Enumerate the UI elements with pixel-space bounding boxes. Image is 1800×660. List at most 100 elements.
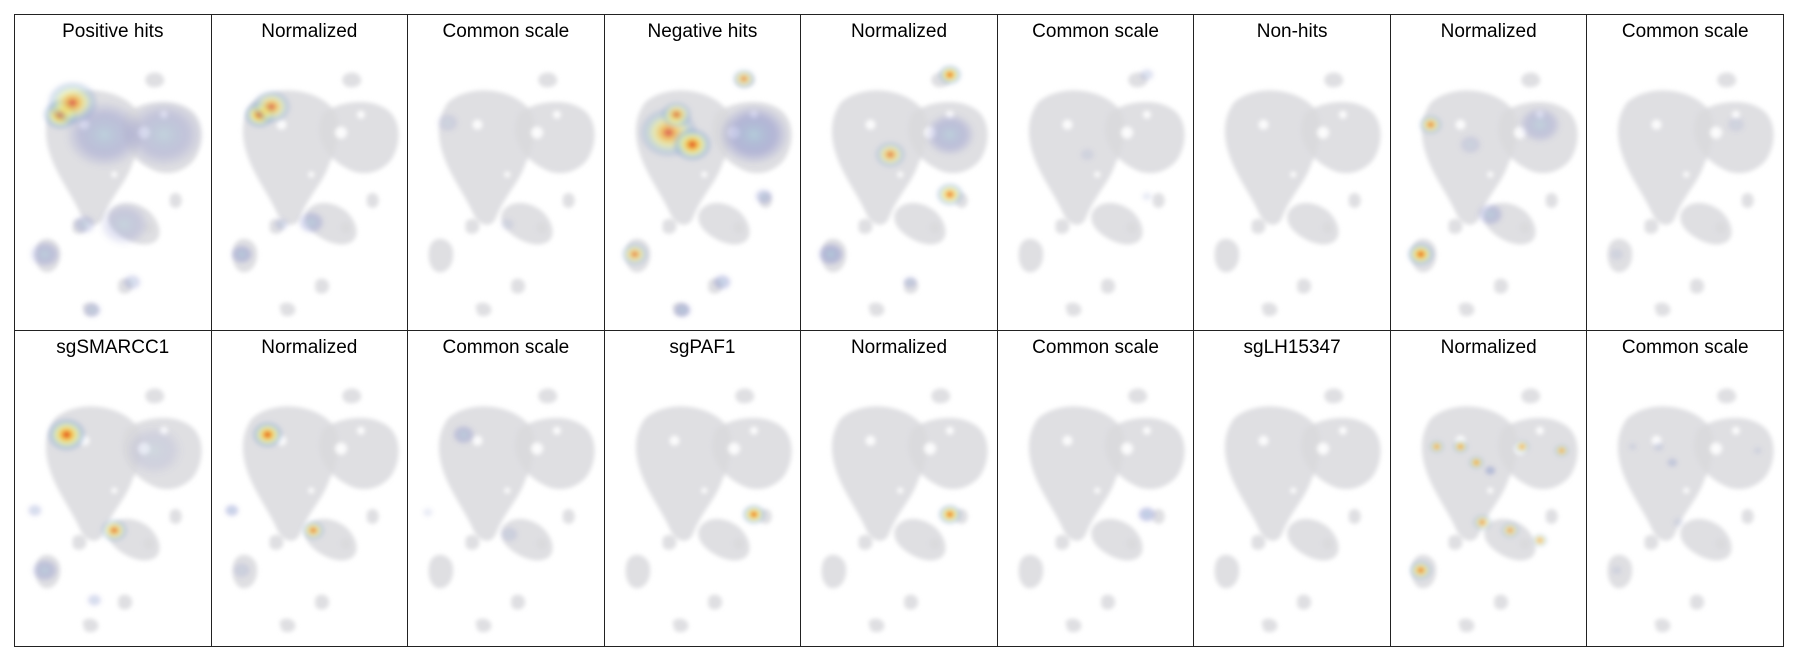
cell-cluster-8 [279,302,295,317]
cell-cluster-7 [1690,594,1705,610]
cell-cluster-9 [366,508,379,524]
density-spot-7 [98,202,150,247]
density-overlay [28,80,204,319]
density-spot-1 [938,504,963,525]
umap-density-plot [1214,388,1381,633]
panel-title: Normalized [850,337,948,358]
umap-density-plot [817,64,988,317]
cell-cluster-9 [1545,192,1558,208]
density-overlay [1406,106,1562,267]
umap-background [428,388,595,633]
density-spot-4 [1517,106,1562,144]
cell-cluster-7 [1690,278,1705,294]
umap-density-plot [1608,388,1775,633]
cell-cluster-10 [1126,538,1137,550]
density-spot-9 [82,301,103,319]
umap-density-plot [821,388,988,633]
cell-cluster-4 [1018,238,1043,273]
density-spot-1 [1136,505,1157,523]
cell-cluster-3 [1484,518,1536,561]
umap-background [1214,72,1381,317]
density-spot-4 [1513,439,1530,454]
panel-title: Normalized [850,21,948,42]
umap-background [428,72,595,317]
panel-title: Normalized [1440,21,1537,42]
cell-cluster-8 [1458,302,1475,317]
cell-cluster-2 [318,101,399,174]
density-overlay [938,504,963,525]
cell-cluster-5 [662,534,677,550]
umap-density-plot [1214,72,1381,317]
cell-cluster-1 [1618,90,1714,225]
cell-cluster-2 [515,417,595,490]
density-spot-5 [1458,134,1483,155]
cell-cluster-9 [1742,192,1755,208]
density-spot-6 [1672,517,1685,528]
cell-cluster-7 [707,594,722,610]
density-spot-2 [1140,191,1153,202]
cell-cluster-2 [1498,417,1578,490]
cell-cluster-6 [341,72,361,88]
umap-density-plot [428,72,595,317]
cell-cluster-10 [144,538,154,550]
cell-cluster-9 [1152,192,1165,208]
cell-cluster-5 [465,218,480,234]
cell-cluster-5 [1448,218,1463,234]
cell-cluster-3 [894,202,946,245]
panel-1-9: Common scale [1586,14,1784,331]
cell-cluster-1 [635,406,732,541]
cell-cluster-10 [537,538,548,550]
density-spot-3 [64,100,145,169]
cell-cluster-9 [562,192,575,208]
cell-cluster-8 [475,302,492,317]
density-spot-7 [711,273,732,291]
cell-cluster-3 [1090,518,1143,561]
cell-cluster-5 [1055,534,1070,550]
panel-1-8: Normalized [1389,14,1588,331]
panel-2-8: Normalized [1389,330,1588,647]
density-overlay [741,504,766,525]
density-overlay [1136,505,1157,523]
cell-cluster-3 [1680,202,1733,245]
density-overlay [223,421,325,579]
cell-cluster-8 [1261,302,1278,317]
density-spot-5 [86,593,103,607]
density-spot-5 [72,214,97,235]
density-spot-7 [1500,521,1520,539]
umap-background [1608,388,1775,633]
cell-cluster-8 [1261,618,1278,633]
cell-cluster-8 [672,618,689,633]
density-overlay [1609,116,1747,262]
panel-1-6: Common scale [996,14,1195,331]
cell-cluster-7 [1494,278,1509,294]
cell-cluster-2 [515,101,595,174]
density-spot-4 [1611,565,1624,576]
density-spot-4 [924,112,976,157]
cell-cluster-8 [868,302,885,317]
panel-2-5: Normalized [800,330,998,647]
cell-cluster-4 [1214,554,1240,589]
cell-cluster-8 [475,618,492,633]
cell-cluster-3 [1680,518,1733,561]
density-spot-2 [100,518,129,543]
umap-background [1214,388,1381,633]
cell-cluster-8 [1458,618,1475,633]
cell-cluster-6 [145,72,165,88]
cell-cluster-5 [269,534,284,550]
density-spot-3 [1079,147,1096,162]
cell-cluster-10 [1323,222,1334,234]
panel-2-9: Common scale [1586,330,1784,647]
panel-2-4: sgPAF1 [603,330,802,647]
density-spot-1 [451,424,476,445]
density-spot-2 [251,89,291,124]
density-spot-2 [499,525,520,543]
panel-title: Positive hits [62,21,164,42]
cell-cluster-5 [1251,534,1266,550]
umap-density-plot [223,388,399,633]
panel-title: Common scale [1621,21,1749,42]
cell-cluster-4 [428,238,454,273]
panel-title: Negative hits [647,21,758,42]
density-spot-8 [1531,533,1548,548]
density-spot-2 [300,520,325,541]
cell-cluster-6 [145,388,165,404]
